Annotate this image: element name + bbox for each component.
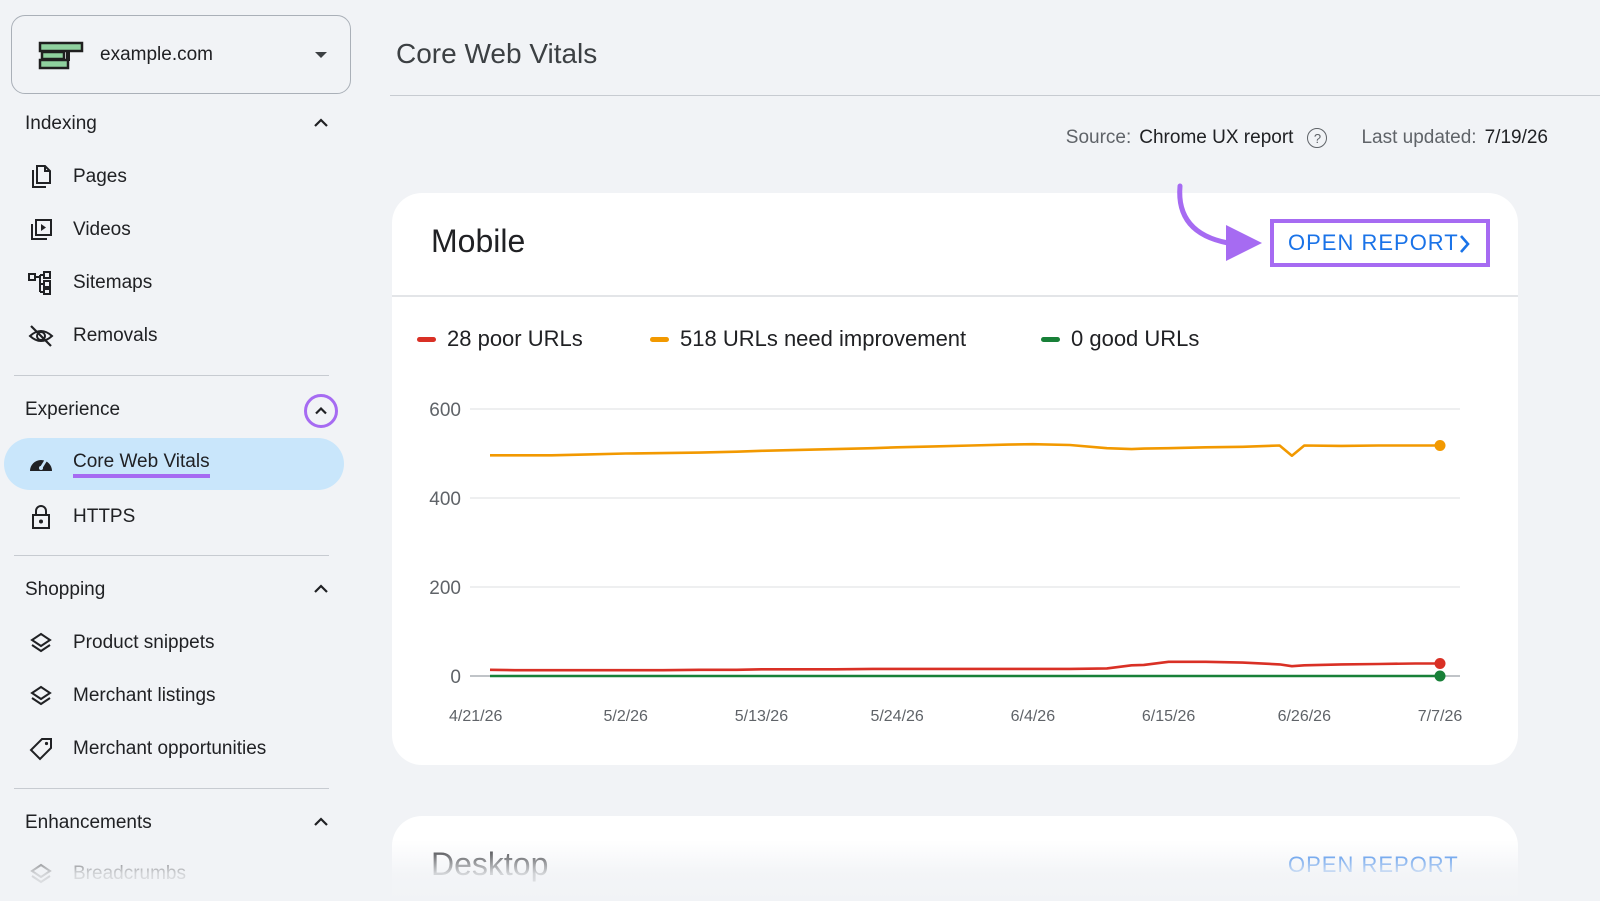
x-tick-label: 5/13/26 — [735, 708, 788, 725]
sidebar-item-label: Merchant opportunities — [73, 738, 267, 759]
section-label: Shopping — [25, 579, 106, 600]
y-tick-label: 0 — [450, 667, 461, 688]
sidebar-item-sitemaps[interactable]: Sitemaps — [4, 257, 344, 309]
property-selector[interactable]: example.com — [11, 15, 351, 94]
sidebar-item-merchant-listings[interactable]: Merchant listings — [4, 670, 344, 722]
series-line — [489, 660, 1440, 672]
section-enhancements[interactable]: Enhancements — [25, 803, 335, 843]
sidebar-item-label: Sitemaps — [73, 272, 153, 293]
report-meta: Source: Chrome UX report ? Last updated:… — [1066, 127, 1548, 149]
series-line — [490, 442, 1440, 458]
x-tick-label: 6/4/26 — [1011, 708, 1056, 725]
pages-icon — [28, 164, 54, 190]
y-tick-label: 400 — [429, 489, 461, 510]
dropdown-caret-icon[interactable] — [315, 52, 327, 58]
x-tick-label: 6/15/26 — [1142, 708, 1195, 725]
y-tick-label: 600 — [429, 400, 461, 421]
updated-label: Last updated: — [1361, 127, 1477, 148]
open-report-label: OPEN REPORT — [1288, 230, 1459, 255]
legend-label: 518 URLs need improvement — [680, 326, 967, 351]
section-label: Enhancements — [25, 812, 152, 833]
sidebar: example.com Indexing Pages Videos Sitema… — [0, 0, 360, 901]
sidebar-item-core-web-vitals[interactable]: Core Web Vitals — [4, 438, 344, 490]
chevron-up-icon — [315, 406, 327, 415]
sidebar-item-label: Pages — [73, 166, 127, 187]
property-name: example.com — [100, 43, 213, 65]
updated-value: 7/19/26 — [1484, 127, 1548, 148]
legend-swatch — [1041, 336, 1060, 342]
card-title: Mobile — [431, 223, 526, 259]
lock-icon — [28, 504, 54, 530]
sidebar-item-videos[interactable]: Videos — [4, 204, 344, 256]
annotation-arrow-icon — [1177, 183, 1262, 261]
series-endpoint — [1434, 439, 1446, 451]
legend-swatch — [417, 336, 436, 342]
layers-icon — [28, 630, 54, 656]
sidebar-item-https[interactable]: HTTPS — [4, 491, 344, 543]
divider — [14, 788, 329, 789]
open-report-button[interactable]: OPEN REPORT — [1270, 219, 1490, 267]
speedometer-icon — [28, 451, 54, 477]
legend-swatch — [650, 336, 669, 342]
videos-icon — [28, 217, 54, 243]
legend-item-good[interactable]: 0 good URLs — [1041, 326, 1199, 352]
divider — [14, 375, 329, 376]
chevron-up-icon[interactable] — [310, 811, 332, 833]
x-tick-label: 6/26/26 — [1278, 708, 1331, 725]
sidebar-item-merchant-opportunities[interactable]: Merchant opportunities — [4, 723, 344, 775]
sidebar-item-label: Removals — [73, 325, 158, 346]
x-tick-label: 7/7/26 — [1418, 708, 1463, 725]
open-report-button[interactable]: OPEN REPORT — [1288, 852, 1459, 877]
desktop-card: Desktop OPEN REPORT — [392, 816, 1518, 901]
layers-icon — [28, 683, 54, 709]
chevron-up-icon[interactable] — [310, 112, 332, 134]
series-endpoint — [1434, 670, 1446, 682]
series-endpoint — [1434, 658, 1446, 670]
sidebar-item-label: Videos — [73, 219, 131, 240]
sitemaps-icon — [28, 270, 54, 296]
sidebar-item-product-snippets[interactable]: Product snippets — [4, 617, 344, 669]
divider — [14, 555, 329, 556]
source-label: Source: — [1065, 127, 1132, 148]
removals-icon — [28, 323, 54, 349]
section-indexing[interactable]: Indexing — [25, 104, 335, 144]
section-experience[interactable]: Experience — [25, 390, 335, 430]
sidebar-item-pages[interactable]: Pages — [4, 151, 344, 203]
source-value: Chrome UX report — [1139, 127, 1294, 148]
page-title: Core Web Vitals — [396, 38, 598, 69]
legend-item-needs-improvement[interactable]: 518 URLs need improvement — [650, 326, 966, 352]
divider — [390, 95, 1600, 96]
tag-icon — [28, 736, 54, 762]
chevron-up-icon[interactable] — [310, 578, 332, 600]
sidebar-item-label: Product snippets — [73, 632, 215, 653]
site-logo-icon — [38, 41, 84, 70]
x-tick-label: 4/21/26 — [449, 708, 502, 725]
sidebar-item-label: Core Web Vitals — [73, 451, 210, 478]
legend-label: 0 good URLs — [1071, 326, 1200, 351]
x-tick-label: 5/2/26 — [603, 708, 648, 725]
legend-label: 28 poor URLs — [447, 326, 583, 351]
experience-collapse-toggle[interactable] — [304, 394, 338, 428]
section-label: Experience — [25, 399, 121, 420]
section-shopping[interactable]: Shopping — [25, 570, 335, 610]
section-label: Indexing — [25, 113, 97, 134]
divider — [392, 295, 1518, 297]
sidebar-item-label: Merchant listings — [73, 685, 216, 706]
card-title: Desktop — [431, 846, 549, 882]
chevron-right-icon — [1460, 235, 1470, 253]
sidebar-item-removals[interactable]: Removals — [4, 310, 344, 362]
legend-item-poor[interactable]: 28 poor URLs — [417, 326, 583, 352]
sidebar-item-label: HTTPS — [73, 506, 136, 527]
help-icon[interactable]: ? — [1307, 128, 1328, 148]
y-tick-label: 200 — [429, 578, 461, 599]
x-tick-label: 5/24/26 — [870, 708, 923, 725]
